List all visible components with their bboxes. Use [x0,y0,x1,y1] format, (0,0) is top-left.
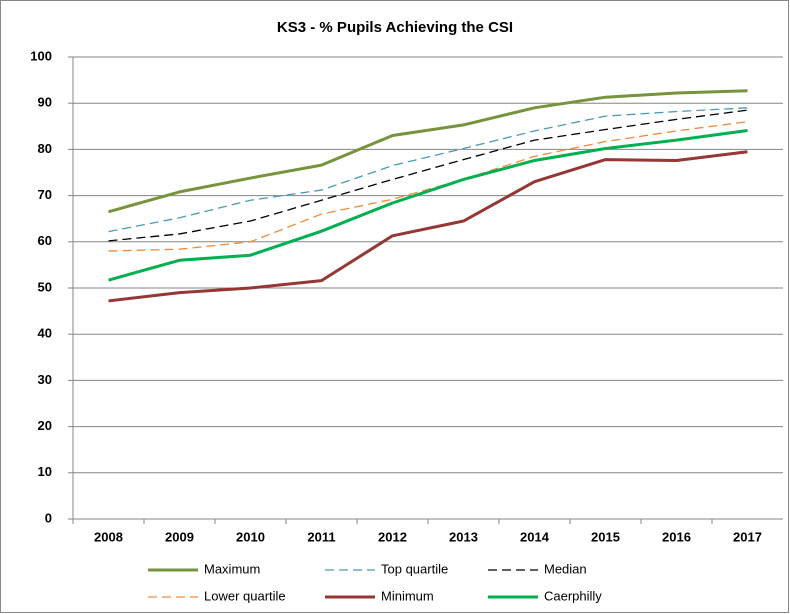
y-tick-label: 20 [38,418,52,433]
y-tick-label: 50 [38,279,52,294]
x-tick-label: 2011 [307,529,335,544]
legend-label: Caerphilly [544,588,602,603]
chart-title: KS3 - % Pupils Achieving the CSI [277,19,513,36]
legend-label: Top quartile [381,561,448,576]
series-line [108,109,748,242]
y-tick-label: 80 [38,141,52,156]
series-line [108,150,748,303]
x-tick-label: 2016 [662,529,691,544]
series-line [108,128,748,282]
series-line [108,107,748,233]
x-tick-label: 2013 [449,529,478,544]
y-tick-label: 40 [38,326,52,341]
legend-label: Median [544,561,587,576]
x-tick-label: 2009 [165,529,194,544]
series-line [108,89,748,214]
x-tick-label: 2008 [94,529,123,544]
y-tick-label: 10 [38,464,52,479]
legend-label: Minimum [381,588,434,603]
x-tick-label: 2014 [520,529,550,544]
series-line [108,121,748,252]
y-tick-label: 100 [30,48,52,63]
x-tick-label: 2017 [733,529,762,544]
x-tick-label: 2015 [591,529,620,544]
y-tick-label: 30 [38,372,52,387]
legend-label: Lower quartile [204,588,286,603]
x-tick-label: 2010 [236,529,265,544]
x-tick-label: 2012 [378,529,407,544]
y-tick-label: 0 [45,510,52,525]
y-tick-label: 60 [38,233,52,248]
y-tick-label: 70 [38,187,52,202]
y-tick-label: 90 [38,95,52,110]
legend-label: Maximum [204,561,260,576]
